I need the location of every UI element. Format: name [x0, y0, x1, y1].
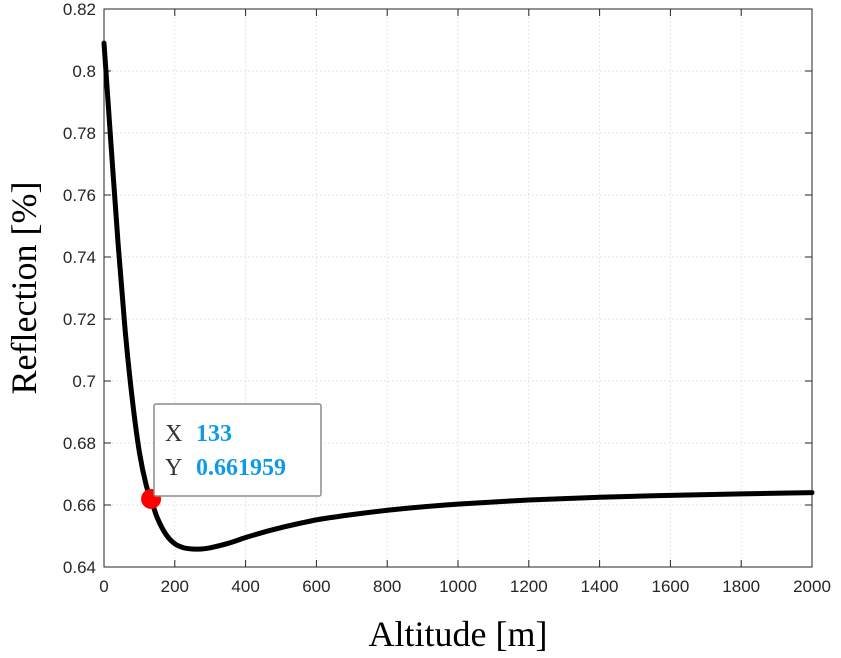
- y-tick-label: 0.8: [72, 62, 96, 81]
- plot-frame: [103, 8, 813, 568]
- x-tick-label: 800: [373, 577, 401, 596]
- x-tick-label: 400: [231, 577, 259, 596]
- y-tick-label: 0.66: [63, 496, 96, 515]
- y-axis-title: Reflection [%]: [4, 182, 44, 395]
- datatip-x-key: X: [165, 421, 182, 447]
- x-tick-label: 0: [99, 577, 108, 596]
- datatip-y-value: 0.661959: [196, 455, 286, 481]
- y-tick-label: 0.68: [63, 434, 96, 453]
- x-tick-labels: 0 200 400 600 800 1000 1200 1400 1600 1800 2000: [99, 577, 831, 596]
- datatip-y-key: Y: [165, 455, 182, 481]
- x-tick-label: 600: [302, 577, 330, 596]
- y-tick-labels: 0.64 0.66 0.68 0.7 0.72 0.74 0.76 0.78 0.8 0.82: [63, 0, 96, 577]
- x-tick-label: 1800: [722, 577, 760, 596]
- x-axis-title: Altitude [m]: [369, 614, 548, 654]
- y-tick-label: 0.7: [72, 372, 96, 391]
- y-tick-label: 0.78: [63, 124, 96, 143]
- x-tick-label: 1000: [439, 577, 477, 596]
- x-tick-label: 200: [161, 577, 189, 596]
- y-tick-label: 0.64: [63, 558, 96, 577]
- series-line: [101, 40, 815, 552]
- x-tick-label: 1400: [581, 577, 619, 596]
- x-tick-label: 1600: [651, 577, 689, 596]
- datatip-x-value: 133: [196, 421, 232, 447]
- y-tick-label: 0.74: [63, 248, 96, 267]
- datatip-background: [153, 403, 322, 497]
- y-tick-label: 0.76: [63, 186, 96, 205]
- x-tick-label: 2000: [793, 577, 831, 596]
- datatip-box[interactable]: X 133 Y 0.661959: [153, 403, 322, 497]
- x-tick-label: 1200: [510, 577, 548, 596]
- y-tick-label: 0.72: [63, 310, 96, 329]
- y-tick-label: 0.82: [63, 0, 96, 19]
